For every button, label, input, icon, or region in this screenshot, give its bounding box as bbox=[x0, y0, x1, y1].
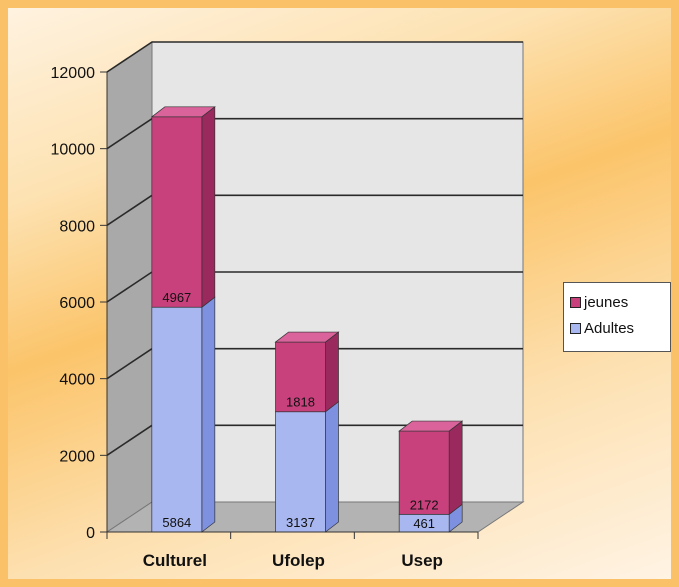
data-label-adultes-usep: 461 bbox=[413, 516, 435, 531]
y-tick-label-4000: 4000 bbox=[59, 372, 95, 389]
y-tick-label-6000: 6000 bbox=[59, 295, 95, 312]
bar-side-jeunes-usep bbox=[448, 420, 463, 516]
legend-swatch-adultes bbox=[570, 322, 581, 334]
legend-item-adultes: Adultes bbox=[570, 315, 664, 341]
bar-top-ufolep bbox=[274, 331, 340, 343]
bars bbox=[150, 106, 464, 533]
bar-side-adultes-culturel bbox=[201, 296, 216, 533]
y-tick-label-10000: 10000 bbox=[51, 142, 96, 159]
legend-item-jeunes: jeunes bbox=[570, 289, 664, 315]
y-tick-label-0: 0 bbox=[86, 525, 95, 542]
legend-label-adultes: Adultes bbox=[584, 319, 635, 337]
x-tick-label-culturel: Culturel bbox=[143, 551, 207, 570]
x-tick-label-usep: Usep bbox=[401, 551, 443, 570]
bar-adultes-ufolep bbox=[275, 411, 326, 533]
y-tick-label-12000: 12000 bbox=[51, 65, 96, 82]
x-axis: Culturel Ufolep Usep bbox=[100, 531, 479, 570]
data-label-jeunes-usep: 2172 bbox=[410, 497, 439, 512]
bar-jeunes-usep bbox=[398, 430, 450, 515]
data-label-jeunes-ufolep: 1818 bbox=[286, 395, 315, 410]
legend: jeunes Adultes bbox=[563, 282, 671, 352]
bar-jeunes-ufolep bbox=[275, 341, 326, 413]
data-label-adultes-ufolep: 3137 bbox=[286, 515, 315, 530]
data-label-adultes-culturel: 5864 bbox=[162, 515, 191, 530]
bar-jeunes-culturel bbox=[151, 116, 203, 308]
x-tick-label-ufolep: Ufolep bbox=[272, 551, 325, 570]
legend-swatch-jeunes bbox=[570, 296, 581, 308]
bar-top-culturel bbox=[150, 106, 216, 118]
bar-top-usep bbox=[398, 420, 464, 432]
y-tick-label-8000: 8000 bbox=[59, 218, 95, 235]
bar-side-adultes-ufolep bbox=[325, 401, 339, 533]
bar-side-jeunes-culturel bbox=[201, 106, 216, 308]
y-tick-label-2000: 2000 bbox=[59, 448, 95, 465]
bar-side-jeunes-ufolep bbox=[325, 331, 339, 413]
gridline-12000 bbox=[106, 41, 523, 73]
legend-label-jeunes: jeunes bbox=[584, 293, 629, 311]
bar-adultes-culturel bbox=[151, 306, 203, 533]
data-labels: 5864 4967 3137 1818 461 2172 bbox=[162, 290, 438, 531]
data-label-jeunes-culturel: 4967 bbox=[162, 290, 191, 305]
